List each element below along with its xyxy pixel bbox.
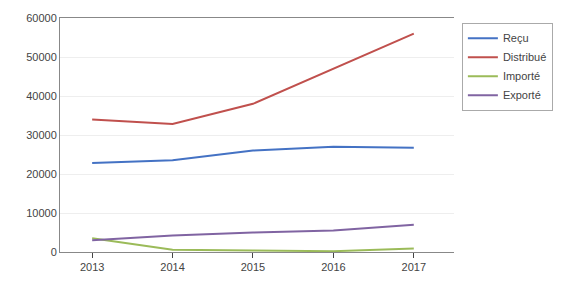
svg-text:2017: 2017 bbox=[402, 261, 426, 273]
svg-text:0: 0 bbox=[51, 246, 57, 258]
svg-text:2016: 2016 bbox=[321, 261, 345, 273]
svg-text:60000: 60000 bbox=[26, 12, 57, 24]
svg-text:Exporté: Exporté bbox=[503, 89, 541, 101]
svg-text:50000: 50000 bbox=[26, 51, 57, 63]
svg-text:30000: 30000 bbox=[26, 129, 57, 141]
svg-text:2014: 2014 bbox=[160, 261, 184, 273]
svg-text:Distribué: Distribué bbox=[503, 51, 546, 63]
svg-text:40000: 40000 bbox=[26, 90, 57, 102]
svg-text:2013: 2013 bbox=[80, 261, 104, 273]
svg-text:Importé: Importé bbox=[503, 70, 540, 82]
svg-text:10000: 10000 bbox=[26, 207, 57, 219]
svg-text:20000: 20000 bbox=[26, 168, 57, 180]
svg-text:Reçu: Reçu bbox=[503, 32, 529, 44]
svg-text:2015: 2015 bbox=[241, 261, 265, 273]
